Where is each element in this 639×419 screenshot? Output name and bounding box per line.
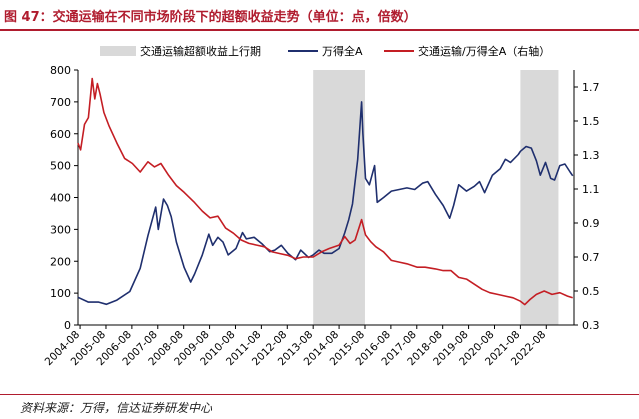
shaded-period-1	[313, 70, 365, 325]
right-tick-label: 1.3	[582, 149, 600, 162]
legend-label-ratio: 交通运输/万得全A（右轴）	[418, 44, 550, 58]
legend-swatch-shaded	[100, 46, 136, 56]
left-tick-label: 600	[50, 128, 71, 141]
left-tick-label: 700	[50, 96, 71, 109]
right-tick-label: 0.5	[582, 285, 600, 298]
right-tick-label: 0.3	[582, 319, 600, 332]
right-tick-label: 0.9	[582, 217, 600, 230]
right-tick-label: 1.1	[582, 183, 600, 196]
legend-label-wind-all-a: 万得全A	[322, 44, 363, 58]
legend-label-shaded: 交通运输超额收益上行期	[140, 44, 261, 58]
left-tick-label: 200	[50, 255, 71, 268]
shaded-period-2	[520, 70, 559, 325]
source-note: 资料来源：万得，信达证券研发中心	[20, 401, 213, 415]
wind-all-a-series-line	[77, 101, 574, 306]
left-tick-label: 300	[50, 223, 71, 236]
ratio-series-line	[77, 77, 573, 306]
left-tick-label: 500	[50, 160, 71, 173]
chart: 0 100 200 300 400 500 600 700 800 0.3 0.5 0.7 0.9 1.1…	[43, 44, 600, 368]
left-tick-label: 100	[50, 287, 71, 300]
source-rule	[0, 394, 639, 395]
right-tick-label: 1.5	[582, 115, 600, 128]
right-tick-label: 0.7	[582, 251, 600, 264]
left-tick-label: 0	[64, 319, 71, 332]
right-tick-label: 1.7	[582, 81, 600, 94]
figure-title: 图 47：交通运输在不同市场阶段下的超额收益走势（单位：点，倍数）	[4, 10, 417, 25]
left-tick-label: 400	[50, 192, 71, 205]
left-tick-label: 800	[50, 64, 71, 77]
title-rule	[0, 29, 639, 31]
